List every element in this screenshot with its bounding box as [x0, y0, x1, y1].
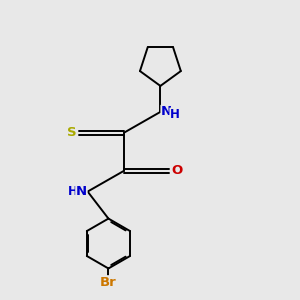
Text: S: S [67, 126, 76, 139]
Text: Br: Br [100, 276, 117, 289]
Text: N: N [76, 185, 87, 198]
Text: H: H [170, 108, 180, 121]
Text: N: N [161, 105, 172, 119]
Text: H: H [68, 185, 78, 198]
Text: O: O [171, 164, 182, 177]
